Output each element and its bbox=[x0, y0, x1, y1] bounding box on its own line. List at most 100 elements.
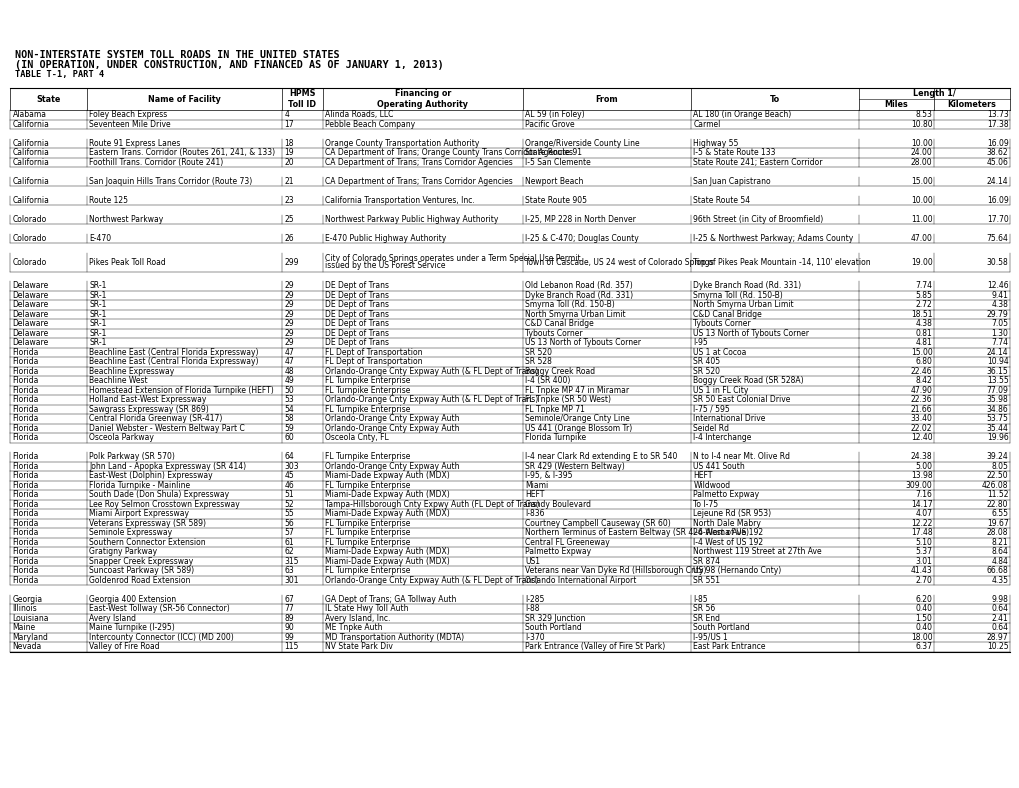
Text: 56: 56 bbox=[284, 519, 293, 528]
Text: 303: 303 bbox=[284, 462, 299, 470]
Text: 57: 57 bbox=[284, 528, 293, 537]
Text: I-4 near Clark Rd extending E to SR 540: I-4 near Clark Rd extending E to SR 540 bbox=[525, 452, 678, 461]
Text: SR 551: SR 551 bbox=[693, 576, 719, 585]
Text: Nevada: Nevada bbox=[12, 642, 42, 651]
Text: San Joaquin Hills Trans Corridor (Route 73): San Joaquin Hills Trans Corridor (Route … bbox=[90, 177, 253, 186]
Text: 5.00: 5.00 bbox=[915, 462, 931, 470]
Text: California: California bbox=[12, 195, 49, 205]
Text: Miami-Dade Expway Auth (MDX): Miami-Dade Expway Auth (MDX) bbox=[325, 557, 449, 566]
Text: Eastern Trans. Corridor (Routes 261, 241, & 133): Eastern Trans. Corridor (Routes 261, 241… bbox=[90, 148, 275, 158]
Text: SR 56: SR 56 bbox=[693, 604, 715, 613]
Text: 22.50: 22.50 bbox=[986, 471, 1008, 480]
Text: US 98 (Hernando Cnty): US 98 (Hernando Cnty) bbox=[693, 567, 781, 575]
Text: 75.64: 75.64 bbox=[985, 234, 1008, 243]
Text: Tampa-Hillsborough Cnty Expwy Auth (FL Dept of Trans): Tampa-Hillsborough Cnty Expwy Auth (FL D… bbox=[325, 500, 539, 509]
Text: 24.14: 24.14 bbox=[986, 177, 1008, 186]
Text: Southern Connector Extension: Southern Connector Extension bbox=[90, 537, 206, 547]
Text: 28.97: 28.97 bbox=[986, 633, 1008, 641]
Text: 28.00: 28.00 bbox=[910, 158, 931, 167]
Text: SR 528: SR 528 bbox=[525, 357, 552, 366]
Text: North Smyrna Urban Limit: North Smyrna Urban Limit bbox=[693, 300, 794, 309]
Text: 301: 301 bbox=[284, 576, 299, 585]
Text: Florida: Florida bbox=[12, 481, 39, 490]
Text: Beachline Expressway: Beachline Expressway bbox=[90, 366, 174, 376]
Text: AL 59 (in Foley): AL 59 (in Foley) bbox=[525, 110, 585, 119]
Text: SR-1: SR-1 bbox=[90, 300, 107, 309]
Text: Town of Cascade, US 24 west of Colorado Springs: Town of Cascade, US 24 west of Colorado … bbox=[525, 258, 713, 266]
Text: 6.37: 6.37 bbox=[915, 642, 931, 651]
Text: 29: 29 bbox=[284, 338, 293, 348]
Text: 63: 63 bbox=[284, 567, 293, 575]
Text: State Route 91: State Route 91 bbox=[525, 148, 582, 158]
Text: 35.98: 35.98 bbox=[985, 396, 1008, 404]
Text: 90: 90 bbox=[284, 623, 293, 632]
Text: Florida: Florida bbox=[12, 386, 39, 395]
Text: 99: 99 bbox=[284, 633, 293, 641]
Text: I-25, MP 228 in North Denver: I-25, MP 228 in North Denver bbox=[525, 215, 636, 224]
Text: 67: 67 bbox=[284, 595, 293, 604]
Text: US 1 in FL City: US 1 in FL City bbox=[693, 386, 748, 395]
Text: Georgia 400 Extension: Georgia 400 Extension bbox=[90, 595, 176, 604]
Text: CA Department of Trans; Trans Corridor Agencies: CA Department of Trans; Trans Corridor A… bbox=[325, 158, 513, 167]
Text: Colorado: Colorado bbox=[12, 234, 47, 243]
Text: Florida: Florida bbox=[12, 576, 39, 585]
Text: 46: 46 bbox=[284, 481, 293, 490]
Text: 1.30: 1.30 bbox=[990, 329, 1008, 338]
Text: 25: 25 bbox=[284, 215, 293, 224]
Text: Valley of Fire Road: Valley of Fire Road bbox=[90, 642, 160, 651]
Text: South Dade (Don Shula) Expressway: South Dade (Don Shula) Expressway bbox=[90, 490, 229, 500]
Text: 8.21: 8.21 bbox=[990, 537, 1008, 547]
Text: FL Turnpike Enterprise: FL Turnpike Enterprise bbox=[325, 405, 411, 414]
Text: 47: 47 bbox=[284, 348, 293, 357]
Text: 13.98: 13.98 bbox=[910, 471, 931, 480]
Text: 9.98: 9.98 bbox=[990, 595, 1008, 604]
Text: I-25 & Northwest Parkway; Adams County: I-25 & Northwest Parkway; Adams County bbox=[693, 234, 853, 243]
Text: Colorado: Colorado bbox=[12, 258, 47, 266]
Text: Alinda Roads, LLC: Alinda Roads, LLC bbox=[325, 110, 393, 119]
Text: US 13 North of Tybouts Corner: US 13 North of Tybouts Corner bbox=[693, 329, 809, 338]
Text: 61: 61 bbox=[284, 537, 293, 547]
Text: Beachline East (Central Florida Expressway): Beachline East (Central Florida Expressw… bbox=[90, 348, 259, 357]
Text: Wildwood: Wildwood bbox=[693, 481, 730, 490]
Text: Florida: Florida bbox=[12, 462, 39, 470]
Text: I-75 / 595: I-75 / 595 bbox=[693, 405, 730, 414]
Text: Florida: Florida bbox=[12, 366, 39, 376]
Text: I-370: I-370 bbox=[525, 633, 544, 641]
Text: South Portland: South Portland bbox=[525, 623, 582, 632]
Text: 3.01: 3.01 bbox=[915, 557, 931, 566]
Text: Orange/Riverside County Line: Orange/Riverside County Line bbox=[525, 139, 640, 148]
Text: IL State Hwy Toll Auth: IL State Hwy Toll Auth bbox=[325, 604, 409, 613]
Text: Tybouts Corner: Tybouts Corner bbox=[525, 329, 583, 338]
Text: 15.00: 15.00 bbox=[910, 348, 931, 357]
Text: 13.55: 13.55 bbox=[985, 376, 1008, 385]
Text: FL Turnpike Enterprise: FL Turnpike Enterprise bbox=[325, 528, 411, 537]
Text: DE Dept of Trans: DE Dept of Trans bbox=[325, 300, 389, 309]
Text: Florida Turnpike - Mainline: Florida Turnpike - Mainline bbox=[90, 481, 191, 490]
Text: Newport Beach: Newport Beach bbox=[525, 177, 583, 186]
Text: 30.58: 30.58 bbox=[985, 258, 1008, 266]
Text: 8.53: 8.53 bbox=[915, 110, 931, 119]
Text: Goldenrod Road Extension: Goldenrod Road Extension bbox=[90, 576, 191, 585]
Text: Northern Terminus of Eastern Beltway (SR 426-Aloma Ave): Northern Terminus of Eastern Beltway (SR… bbox=[525, 528, 749, 537]
Text: 4.35: 4.35 bbox=[990, 576, 1008, 585]
Text: Homestead Extension of Florida Turnpike (HEFT): Homestead Extension of Florida Turnpike … bbox=[90, 386, 274, 395]
Text: 2.41: 2.41 bbox=[990, 614, 1008, 623]
Text: US 441 South: US 441 South bbox=[693, 462, 745, 470]
Text: DE Dept of Trans: DE Dept of Trans bbox=[325, 338, 389, 348]
Text: SR 520: SR 520 bbox=[693, 366, 719, 376]
Text: 49: 49 bbox=[284, 376, 293, 385]
Text: 4.07: 4.07 bbox=[915, 509, 931, 519]
Text: HPMS
Toll ID: HPMS Toll ID bbox=[288, 89, 316, 109]
Text: Seminole/Orange Cnty Line: Seminole/Orange Cnty Line bbox=[525, 414, 630, 423]
Text: Maryland: Maryland bbox=[12, 633, 48, 641]
Text: I-95: I-95 bbox=[693, 338, 707, 348]
Text: FL Turnpike Enterprise: FL Turnpike Enterprise bbox=[325, 481, 411, 490]
Text: Florida: Florida bbox=[12, 557, 39, 566]
Text: Florida: Florida bbox=[12, 528, 39, 537]
Text: Pebble Beach Company: Pebble Beach Company bbox=[325, 120, 415, 128]
Text: 53: 53 bbox=[284, 396, 293, 404]
Text: 18.51: 18.51 bbox=[910, 310, 931, 319]
Text: SR-1: SR-1 bbox=[90, 319, 107, 329]
Text: Pikes Peak Toll Road: Pikes Peak Toll Road bbox=[90, 258, 166, 266]
Text: 21: 21 bbox=[284, 177, 293, 186]
